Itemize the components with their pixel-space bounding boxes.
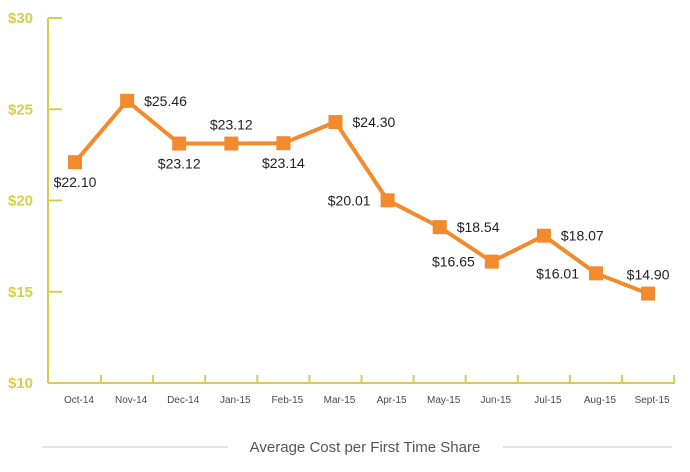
y-tick-label: $20 [8, 193, 33, 210]
data-label: $20.01 [328, 192, 371, 208]
data-point-marker [484, 254, 499, 269]
x-tick-label: Jan-15 [220, 395, 251, 406]
data-label: $23.14 [262, 155, 305, 171]
data-point-marker [536, 228, 551, 243]
y-tick-label: $30 [8, 10, 33, 27]
data-label: $18.54 [457, 219, 500, 235]
x-tick-label: Nov-14 [115, 395, 148, 406]
data-point-marker [589, 266, 603, 281]
x-tick-label: Sept-15 [635, 395, 670, 406]
y-axis-ticks: $10 $15 $20 $25 $30 [8, 10, 62, 392]
data-label: $16.01 [536, 265, 579, 281]
x-tick-label: Apr-15 [377, 395, 407, 406]
x-tick-label: Feb-15 [272, 395, 304, 406]
data-point-marker [276, 136, 291, 151]
data-label: $16.65 [432, 254, 475, 270]
data-labels: $22.10 $25.46 $23.12 $23.12 $23.14 $24.30 $20.… [54, 93, 670, 283]
x-axis-ticks: Oct-14 Nov-14 Dec-14 Jan-15 Feb-15 Mar-15 Apr-… [64, 375, 676, 406]
chart-caption: Average Cost per First Time Share [42, 439, 672, 456]
data-point-marker [641, 286, 656, 301]
data-label: $18.07 [561, 228, 604, 244]
x-tick-label: May-15 [427, 395, 461, 406]
y-tick-label: $15 [8, 284, 33, 301]
chart-title: Average Cost per First Time Share [250, 439, 481, 456]
series-line [73, 98, 649, 296]
data-point-marker [224, 136, 239, 151]
x-tick-label: Aug-15 [584, 395, 617, 406]
data-point-marker [328, 115, 343, 130]
x-tick-label: Oct-14 [64, 395, 94, 406]
data-point-marker [68, 155, 82, 170]
data-point-marker [432, 220, 447, 235]
data-label: $23.12 [158, 156, 201, 172]
data-label: $24.30 [353, 114, 396, 130]
data-label: $14.90 [627, 267, 670, 283]
data-point-marker [380, 193, 395, 208]
x-tick-label: Dec-14 [167, 395, 200, 406]
x-tick-label: Mar-15 [324, 395, 356, 406]
y-tick-label: $10 [8, 375, 33, 392]
y-tick-label: $25 [8, 101, 33, 118]
data-label: $25.46 [144, 93, 187, 109]
series-group [68, 93, 656, 301]
data-point-marker [172, 136, 187, 151]
x-tick-label: Jul-15 [534, 395, 562, 406]
data-point-marker [120, 93, 135, 108]
x-tick-label: Jun-15 [481, 395, 512, 406]
data-label: $22.10 [54, 174, 97, 190]
data-label: $23.12 [210, 117, 253, 133]
